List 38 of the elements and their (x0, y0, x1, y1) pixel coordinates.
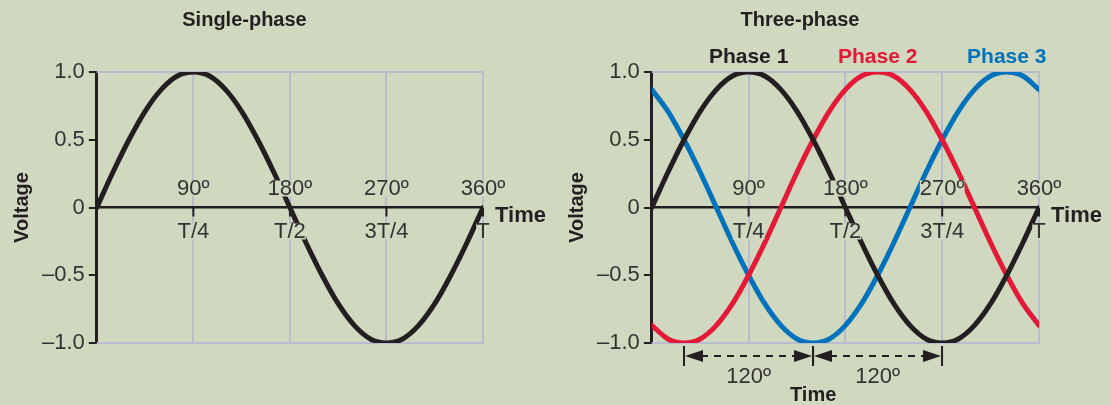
x-tick-label: 360º (460, 174, 506, 200)
annotation: 3T/4 (364, 217, 409, 243)
y-tick-label: –1.0 (596, 329, 640, 355)
y-tick-label: 0.5 (609, 125, 640, 151)
y-axis-title: Voltage (9, 172, 32, 243)
y-tick-label: 1.0 (609, 58, 640, 84)
series-label: Phase 3 (967, 44, 1047, 68)
annotation: T (1032, 217, 1046, 243)
x-tick-label: 360º (1016, 174, 1062, 200)
text: 120º (726, 363, 771, 389)
chart-title: Three-phase (740, 7, 860, 30)
y-tick-label: –0.5 (41, 261, 85, 287)
x-tick-label: 90º (177, 174, 210, 200)
series-label: Phase 2 (837, 44, 918, 68)
x-axis-title: Time (1051, 201, 1102, 227)
text: 120º (855, 363, 901, 389)
annotation: T/2 (274, 217, 306, 243)
annotation: T/4 (732, 217, 765, 243)
annotation: T/2 (829, 217, 862, 243)
x-tick-label: 180º (267, 174, 313, 200)
x-tick-label: 270º (364, 174, 409, 200)
y-tick-label: 0.5 (54, 125, 85, 151)
text: Time (789, 382, 837, 405)
annotation: 3T/4 (920, 217, 965, 243)
series-label: Phase 1 (708, 44, 789, 68)
y-axis-title: Voltage (564, 172, 587, 243)
y-tick-label: –0.5 (596, 261, 640, 287)
y-tick-label: –1.0 (41, 329, 85, 355)
annotation: T (476, 217, 490, 243)
x-tick-label: 180º (823, 174, 868, 200)
chart-title: Single-phase (182, 7, 307, 30)
y-tick-label: 1.0 (54, 58, 85, 84)
y-tick-label: 0 (627, 193, 640, 219)
y-tick-label: 0 (72, 193, 85, 219)
annotation: T/4 (177, 217, 210, 243)
x-tick-label: 270º (919, 174, 965, 200)
x-tick-label: 90º (732, 174, 765, 200)
x-axis-title: Time (495, 201, 546, 227)
